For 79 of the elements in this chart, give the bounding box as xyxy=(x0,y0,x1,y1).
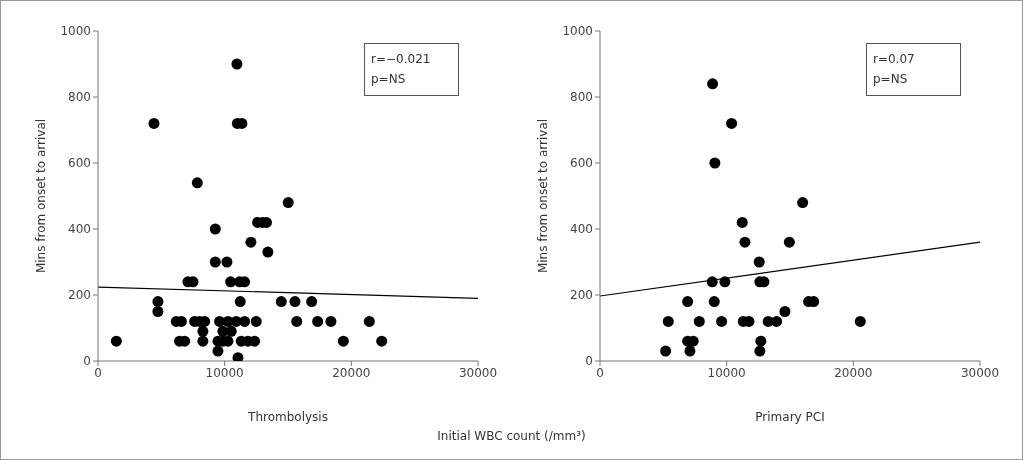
point xyxy=(754,345,766,357)
point xyxy=(854,315,866,327)
x-tick-label: 30000 xyxy=(960,365,1000,380)
point xyxy=(707,78,719,90)
y-axis-title: Mins from onset to arrival xyxy=(536,118,551,274)
point xyxy=(148,117,160,129)
point xyxy=(231,58,243,70)
text: Initial WBC count (/mm³) xyxy=(436,429,587,443)
x-tick-label: 10000 xyxy=(205,365,244,380)
y-tick-label: 800 xyxy=(570,90,593,105)
y-tick-label: 400 xyxy=(68,222,91,237)
x-tick-label: 20000 xyxy=(834,365,873,380)
annotation: p=NS xyxy=(371,71,407,88)
point xyxy=(376,335,388,347)
y-tick-label: 200 xyxy=(68,288,91,303)
point xyxy=(797,197,809,209)
point xyxy=(232,352,244,361)
point xyxy=(753,256,765,268)
point xyxy=(152,306,164,317)
point xyxy=(771,315,783,327)
point xyxy=(660,345,672,357)
point xyxy=(191,177,203,189)
point xyxy=(719,276,731,288)
point xyxy=(363,315,375,327)
point xyxy=(197,325,209,337)
annotation: p=NS xyxy=(873,71,909,88)
point xyxy=(726,117,738,129)
point xyxy=(693,315,705,327)
point xyxy=(325,315,337,327)
point xyxy=(234,296,246,308)
y-tick-label: 200 xyxy=(570,288,593,303)
point xyxy=(708,296,720,308)
point xyxy=(209,256,221,268)
point xyxy=(662,315,674,327)
point xyxy=(262,246,274,258)
x-axis-title: Primary PCI xyxy=(755,410,825,424)
point xyxy=(209,223,221,235)
x-tick-label: 30000 xyxy=(458,365,498,380)
point xyxy=(110,335,122,347)
point xyxy=(291,315,303,327)
point xyxy=(152,296,164,308)
x-tick-label: 20000 xyxy=(332,365,371,380)
point xyxy=(282,197,294,209)
y-tick-label: 800 xyxy=(68,90,91,105)
point xyxy=(736,216,748,228)
point xyxy=(275,296,287,308)
x-tick-label: 0 xyxy=(596,365,604,380)
x-tick-label: 10000 xyxy=(707,365,746,380)
x-tick-label: 0 xyxy=(94,365,102,380)
point xyxy=(197,335,209,347)
point xyxy=(221,256,233,268)
y-tick-label: 1000 xyxy=(562,24,593,39)
y-axis-title: Mins from onset to arrival xyxy=(34,118,49,274)
annotation: r=0.07 xyxy=(873,51,916,68)
y-tick-label: 400 xyxy=(570,222,593,237)
y-tick-label: 0 xyxy=(585,354,593,369)
point xyxy=(289,296,301,308)
point xyxy=(709,157,721,169)
point xyxy=(706,276,718,288)
point xyxy=(245,236,257,248)
point xyxy=(250,315,262,327)
point xyxy=(716,315,728,327)
y-tick-label: 600 xyxy=(570,156,593,171)
point xyxy=(739,236,751,248)
point xyxy=(682,296,694,308)
point xyxy=(239,315,251,327)
point xyxy=(684,345,696,357)
point xyxy=(779,306,791,317)
point xyxy=(755,335,767,347)
point xyxy=(312,315,324,327)
x-axis-title: Thrombolysis xyxy=(247,410,328,424)
point xyxy=(306,296,318,308)
y-tick-label: 600 xyxy=(68,156,91,171)
point xyxy=(783,236,795,248)
annotation: r=−0.021 xyxy=(371,51,432,68)
y-tick-label: 0 xyxy=(83,354,91,369)
point xyxy=(337,335,349,347)
point xyxy=(212,345,224,357)
y-tick-label: 1000 xyxy=(60,24,91,39)
